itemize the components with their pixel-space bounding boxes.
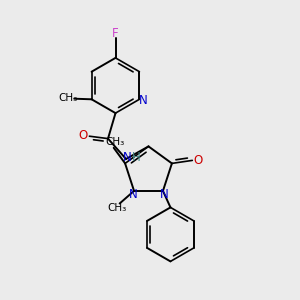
Text: CH₃: CH₃ <box>106 137 125 147</box>
Text: N: N <box>129 188 137 201</box>
Text: N: N <box>122 151 131 164</box>
Text: F: F <box>112 26 119 40</box>
Text: N: N <box>139 94 148 107</box>
Text: CH₃: CH₃ <box>107 203 126 213</box>
Text: O: O <box>79 129 88 142</box>
Text: CH₃: CH₃ <box>58 93 77 103</box>
Text: N: N <box>160 188 168 201</box>
Text: H: H <box>132 151 141 164</box>
Text: O: O <box>194 154 203 167</box>
